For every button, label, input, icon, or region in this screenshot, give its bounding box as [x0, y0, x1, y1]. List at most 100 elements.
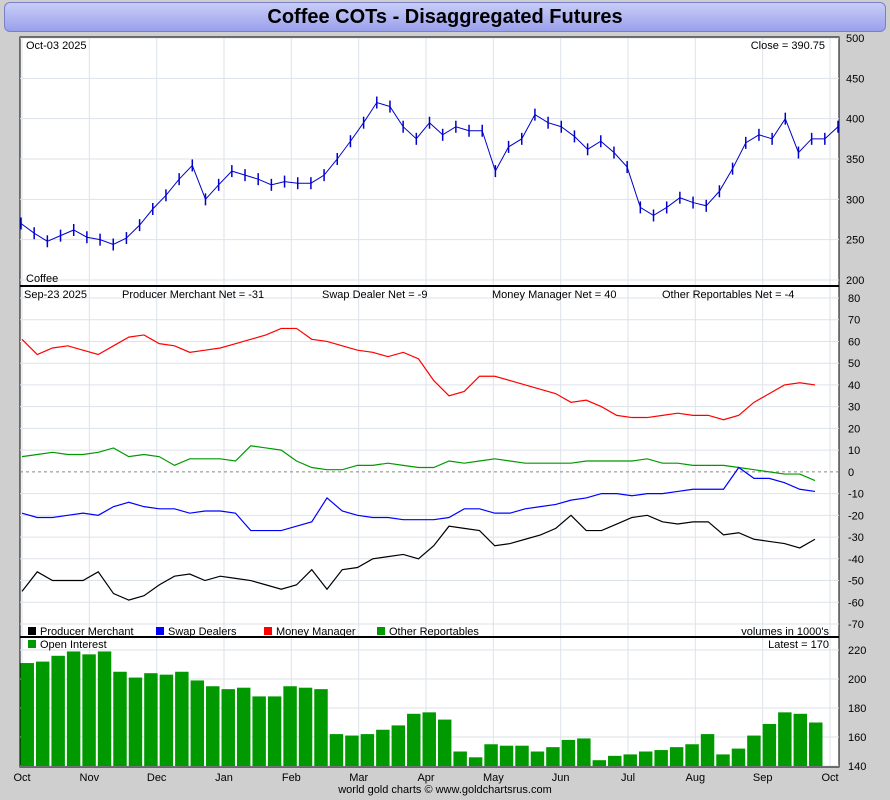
legend-label-swap: Swap Dealers	[168, 626, 237, 638]
oi-bar	[778, 712, 792, 766]
oi-bar	[206, 686, 220, 766]
oi-latest-label: Latest = 170	[768, 639, 829, 651]
oi-bar	[809, 722, 823, 766]
oi-bar	[314, 689, 328, 766]
oi-bar	[221, 689, 235, 766]
legend-swatch-money	[264, 627, 272, 635]
oi-bar	[66, 651, 81, 766]
oi-bar	[376, 729, 390, 766]
oi-bar	[283, 686, 297, 766]
oi-bar	[638, 751, 653, 766]
oi-bar	[731, 748, 746, 766]
cot-line-money-manager	[21, 327, 816, 421]
oi-bar	[422, 712, 436, 766]
legend-swatch-open-interest	[28, 640, 36, 648]
oi-y-tick: 180	[848, 703, 866, 715]
oi-bar	[654, 750, 668, 766]
cot-y-tick: 10	[848, 445, 860, 457]
x-tick-label: Jul	[621, 772, 635, 784]
price-series	[20, 96, 839, 251]
legend-label-other: Other Reportables	[389, 626, 479, 638]
cot-y-tick: 50	[848, 358, 860, 370]
oi-bar	[762, 723, 777, 766]
x-tick-label: Jan	[215, 772, 233, 784]
chart-title: Coffee COTs - Disaggregated Futures	[4, 2, 886, 32]
price-y-tick: 250	[846, 235, 864, 247]
x-tick-label: Aug	[686, 772, 706, 784]
cot-header-swap: Swap Dealer Net = -9	[322, 289, 427, 301]
cot-y-tick: -20	[848, 510, 864, 522]
oi-bar	[298, 687, 313, 766]
legend-swatch-producer	[28, 627, 36, 635]
oi-bar	[360, 734, 375, 766]
cot-y-tick: 80	[848, 293, 860, 305]
cot-y-tick: -10	[848, 489, 864, 501]
oi-y-tick: 220	[848, 645, 866, 657]
price-date-label: Oct-03 2025	[26, 40, 87, 52]
oi-bar	[700, 734, 715, 766]
oi-bar	[468, 757, 483, 766]
x-tick-label: Apr	[417, 772, 434, 784]
price-series-label: Coffee	[26, 273, 58, 285]
x-tick-label: Mar	[349, 772, 368, 784]
price-y-tick: 400	[846, 114, 864, 126]
oi-bar	[20, 663, 34, 766]
legend-label-open-interest: Open Interest	[40, 639, 107, 651]
oi-bar	[128, 677, 143, 766]
x-tick-label: May	[483, 772, 504, 784]
cot-header-money: Money Manager Net = 40	[492, 289, 616, 301]
x-tick-label: Dec	[147, 772, 167, 784]
oi-bar	[267, 696, 282, 766]
oi-bar	[35, 661, 50, 766]
cot-line-producer-merchant	[21, 514, 816, 601]
cot-header-other: Other Reportables Net = -4	[662, 289, 794, 301]
x-tick-label: Nov	[80, 772, 100, 784]
cot-y-tick: 20	[848, 423, 860, 435]
cot-y-tick: 70	[848, 315, 860, 327]
oi-bar	[499, 745, 514, 766]
oi-bar	[97, 651, 112, 766]
cot-y-tick: 60	[848, 336, 860, 348]
x-tick-label: Sep	[753, 772, 773, 784]
x-tick-label: Jun	[552, 772, 570, 784]
oi-bar	[82, 654, 96, 766]
cot-y-tick: -60	[848, 597, 864, 609]
oi-bar	[793, 713, 808, 766]
credit-footer: world gold charts © www.goldchartsrus.co…	[338, 784, 552, 796]
oi-bar	[546, 747, 560, 766]
legend-swatch-other	[377, 627, 385, 635]
oi-bar	[51, 655, 65, 766]
cot-y-tick: 40	[848, 380, 860, 392]
price-panel	[19, 36, 840, 287]
oi-bar	[391, 725, 406, 766]
oi-bar	[577, 738, 591, 766]
cot-y-tick: -70	[848, 619, 864, 631]
oi-bar	[113, 671, 127, 766]
oi-bar	[236, 687, 251, 766]
oi-bar	[175, 671, 189, 766]
cot-y-tick: 30	[848, 402, 860, 414]
legend-swatch-swap	[156, 627, 164, 635]
oi-bar	[561, 739, 576, 766]
cot-panel	[19, 285, 840, 638]
oi-bar	[669, 747, 684, 766]
price-y-tick: 450	[846, 73, 864, 85]
oi-bar	[716, 754, 730, 766]
oi-bar	[407, 713, 421, 766]
cot-y-tick: -30	[848, 532, 864, 544]
oi-bar	[515, 745, 529, 766]
price-y-tick: 500	[846, 33, 864, 45]
oi-bar	[453, 751, 467, 766]
axis-labels: Oct Nov Dec Jan Feb Mar Apr May Jun Jul Aug Sep Oct 2…	[13, 33, 866, 784]
oi-bar	[592, 760, 607, 766]
cot-header-producer: Producer Merchant Net = -31	[122, 289, 264, 301]
cot-line-swap-dealers	[21, 466, 816, 532]
oi-bar	[437, 719, 452, 766]
cot-y-tick: -50	[848, 576, 864, 588]
price-close-label: Close = 390.75	[751, 40, 825, 52]
oi-bar	[530, 751, 545, 766]
oi-bar	[144, 673, 158, 766]
open-interest-bars	[20, 651, 823, 766]
